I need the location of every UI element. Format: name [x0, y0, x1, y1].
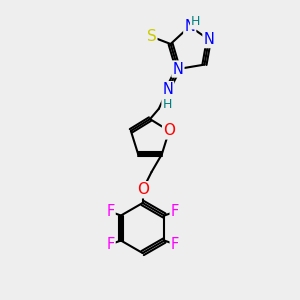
Text: O: O: [163, 123, 175, 138]
Text: F: F: [171, 237, 179, 252]
Text: H: H: [162, 98, 172, 111]
Text: F: F: [106, 237, 115, 252]
Text: H: H: [191, 15, 200, 28]
Text: F: F: [171, 204, 179, 219]
Text: N: N: [184, 19, 195, 34]
Text: S: S: [147, 29, 156, 44]
Text: N: N: [172, 61, 183, 76]
Text: N: N: [162, 82, 173, 97]
Text: N: N: [203, 32, 214, 47]
Text: O: O: [136, 182, 148, 197]
Text: F: F: [106, 204, 115, 219]
